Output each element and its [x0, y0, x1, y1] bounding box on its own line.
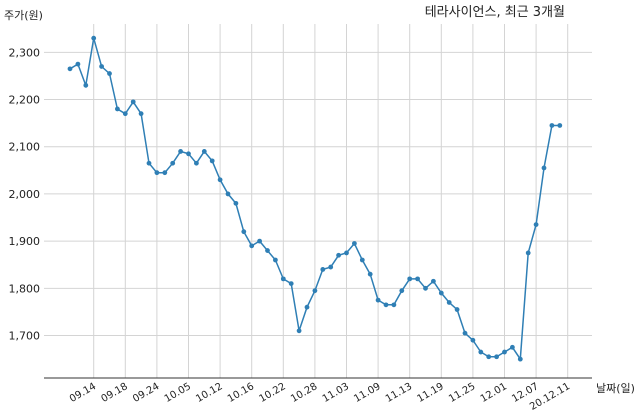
data-point: [312, 288, 318, 294]
data-point: [352, 241, 357, 246]
data-point: [533, 222, 539, 228]
data-point: [454, 307, 460, 312]
y-tick-label: 2,200: [9, 94, 41, 107]
data-point: [502, 349, 507, 355]
y-tick-label: 2,000: [9, 188, 41, 201]
data-point: [446, 300, 452, 305]
data-point: [233, 200, 239, 206]
data-point: [296, 328, 302, 334]
data-point: [431, 278, 436, 284]
y-tick-label: 1,900: [9, 235, 41, 248]
data-point: [225, 191, 231, 197]
data-point: [423, 285, 428, 291]
data-point: [510, 344, 515, 350]
x-tick-label: 11.09: [352, 381, 382, 405]
data-point: [83, 82, 89, 88]
data-point: [478, 349, 484, 355]
data-point: [67, 66, 73, 72]
data-point: [557, 123, 563, 128]
data-point: [336, 252, 341, 258]
data-point: [288, 281, 294, 286]
data-point: [462, 330, 468, 336]
data-point: [320, 267, 326, 272]
data-point: [201, 149, 207, 154]
data-point: [115, 106, 120, 112]
grid: [44, 24, 592, 378]
data-point: [249, 243, 255, 249]
data-point: [257, 238, 262, 244]
data-point: [170, 160, 176, 166]
x-tick-label: 10.05: [163, 381, 193, 405]
data-point: [138, 111, 144, 117]
data-point: [486, 354, 492, 360]
data-point: [383, 302, 389, 308]
data-point: [178, 149, 184, 154]
data-point: [525, 250, 531, 256]
data-point: [91, 35, 97, 41]
x-tick-label: 09.24: [131, 381, 161, 405]
data-point: [217, 177, 223, 183]
x-tick-label: 11.25: [447, 381, 477, 405]
data-point: [549, 123, 555, 128]
data-point: [146, 160, 152, 166]
data-point: [75, 61, 81, 67]
data-point: [273, 257, 278, 263]
chart-title: 테라사이언스, 최근 3개월: [425, 5, 565, 20]
data-point: [99, 64, 104, 69]
y-tick-label: 1,800: [9, 282, 41, 295]
y-axis-label: 주가(원): [4, 9, 43, 22]
x-tick-label: 11.13: [384, 381, 414, 405]
data-point: [438, 290, 444, 296]
data-point: [344, 250, 349, 256]
y-tick-label: 1,700: [9, 330, 41, 343]
data-point: [399, 288, 405, 294]
x-tick-label: 11.19: [415, 381, 445, 405]
data-point: [367, 271, 373, 277]
price-data-points: [67, 35, 563, 362]
data-point: [359, 257, 365, 263]
data-point: [265, 248, 270, 253]
y-tick-label: 2,300: [9, 46, 41, 59]
data-point: [162, 170, 168, 176]
data-point: [415, 276, 420, 282]
x-tick-label: 10.22: [257, 381, 287, 405]
data-point: [328, 264, 334, 270]
data-point: [375, 297, 381, 303]
data-point: [470, 337, 476, 343]
y-tick-label: 2,100: [9, 141, 41, 154]
data-point: [154, 170, 160, 176]
x-axis-ticks: 09.14 09.18 09.24 10.05 10.12 10.16 10.22 10.28…: [68, 381, 572, 413]
data-point: [130, 99, 136, 105]
x-tick-label: 10.28: [289, 381, 319, 405]
x-axis-label: 날짜(일): [596, 381, 635, 395]
data-point: [107, 71, 112, 76]
data-point: [122, 111, 128, 117]
x-tick-label: 10.16: [226, 381, 256, 405]
data-point: [407, 276, 413, 282]
data-point: [541, 165, 547, 171]
x-tick-label: 09.18: [99, 381, 129, 405]
data-point: [517, 356, 523, 362]
data-point: [186, 151, 191, 157]
data-point: [304, 304, 310, 310]
data-point: [280, 276, 286, 282]
x-tick-label: 09.14: [68, 381, 98, 405]
data-point: [194, 160, 199, 166]
data-point: [209, 158, 215, 164]
y-axis-ticks: 1,700 1,800 1,900 2,000 2,100 2,200 2,300: [9, 46, 41, 342]
data-point: [494, 354, 499, 360]
data-point: [391, 302, 397, 308]
x-tick-label: 10.12: [194, 381, 224, 405]
x-tick-label: 11.03: [321, 381, 351, 405]
x-tick-label: 12.01: [479, 381, 509, 405]
data-point: [241, 229, 247, 235]
